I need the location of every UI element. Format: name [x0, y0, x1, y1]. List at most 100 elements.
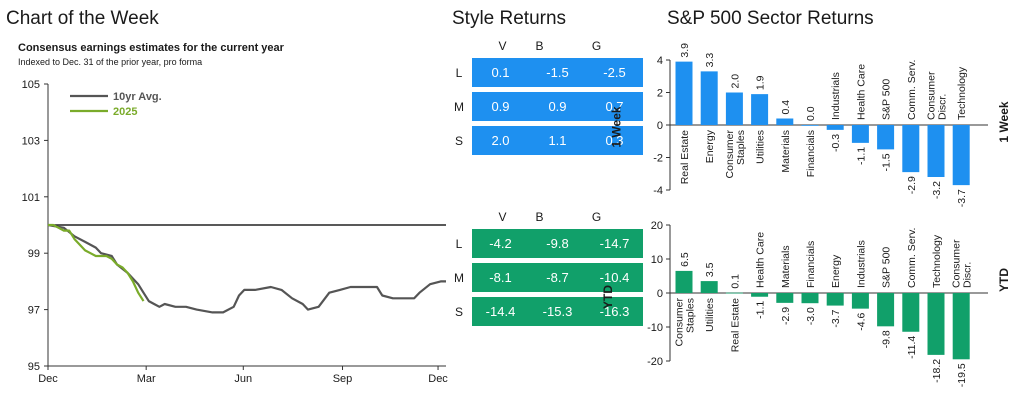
- series-line: [47, 223, 446, 314]
- sector-bar: [952, 125, 970, 186]
- style-return-cell: 0.9: [529, 92, 586, 121]
- sector-category-label: S&P 500: [881, 79, 893, 120]
- sector-y-tick-label: 0: [657, 288, 663, 300]
- sector-y-tick-label: 10: [651, 254, 663, 266]
- sector-bar: [751, 94, 769, 125]
- x-tick-label: Mar: [137, 373, 156, 385]
- sector-value-label: 0.0: [805, 106, 817, 121]
- sector-value-label: 3.9: [679, 43, 691, 58]
- sector-category-label: Consumer: [724, 129, 736, 178]
- sector-bar: [801, 293, 819, 304]
- sector-bar: [675, 270, 693, 293]
- sector-value-label: -3.7: [956, 189, 968, 207]
- sector-bar: [725, 292, 743, 294]
- sector-value-label: -3.2: [931, 181, 943, 199]
- style-return-cell: -14.4: [472, 297, 529, 326]
- legend-label: 10yr Avg.: [113, 91, 162, 103]
- sector-category-label: Financials: [805, 130, 817, 177]
- sector-bar: [851, 125, 869, 143]
- x-tick-label: Sep: [333, 373, 353, 385]
- sector-value-label: -9.8: [881, 330, 893, 348]
- sector-y-tick-label: -2: [653, 153, 663, 165]
- sector-category-label: Comm. Serv.: [906, 60, 918, 120]
- sector-value-label: 3.3: [704, 53, 716, 68]
- sector-y-tick-label: -20: [647, 356, 663, 368]
- sector-category-label: Energy: [830, 254, 842, 288]
- sector-bar: [927, 125, 945, 177]
- style-return-cell: -1.5: [529, 58, 586, 87]
- y-tick-label: 101: [22, 192, 40, 204]
- y-tick-label: 99: [28, 248, 40, 260]
- sector-category-label: Industrials: [830, 72, 842, 120]
- style-period-label: 1 Week: [609, 106, 624, 148]
- x-tick-label: Dec: [428, 373, 448, 385]
- sector-category-label: Health Care: [755, 232, 767, 288]
- style-return-cell: -4.2: [472, 229, 529, 258]
- sector-bar: [902, 125, 920, 173]
- sector-category-label: Materials: [780, 245, 792, 288]
- sector-bar: [877, 293, 895, 327]
- sector-y-tick-label: 2: [657, 88, 663, 100]
- sector-value-label: 3.5: [704, 262, 716, 277]
- style-column-header: G: [591, 210, 602, 224]
- earnings-line-chart: 95 97 99 101 103 105 Dec Mar Jun Sep Dec 10yr Avg. 2…: [22, 79, 449, 385]
- sector-bar: [700, 281, 718, 293]
- sector-y-tick-label: -4: [653, 185, 663, 197]
- sector-returns-heading: S&P 500 Sector Returns: [667, 8, 874, 29]
- style-row-header: L: [455, 66, 463, 80]
- y-tick-label: 95: [28, 361, 40, 373]
- style-column-header: B: [535, 39, 544, 53]
- style-return-cell: -16.3: [586, 297, 643, 326]
- style-period-label: YTD: [601, 285, 615, 309]
- sector-bar: [902, 293, 920, 332]
- sector-bar: [826, 293, 844, 306]
- sector-value-label: 0.1: [729, 274, 741, 289]
- sector-value-label: -3.0: [805, 307, 817, 325]
- sector-category-label: Consumer: [926, 71, 938, 120]
- sector-category-label: Real Estate: [729, 298, 741, 352]
- sector-bar: [776, 293, 794, 303]
- style-returns-heading: Style Returns: [452, 8, 567, 29]
- legend-label: 2025: [113, 106, 137, 118]
- sector-value-label: -1.1: [855, 147, 867, 165]
- style-return-cell: -10.4: [586, 263, 643, 292]
- sector-category-label: Health Care: [855, 64, 867, 120]
- y-tick-label: 97: [28, 305, 40, 317]
- style-return-cell: 0.3: [586, 126, 643, 155]
- sector-category-label: Utilities: [755, 130, 767, 164]
- sector-bar: [725, 92, 743, 125]
- sector-bar: [826, 125, 844, 130]
- sector-category-label: Consumer: [951, 239, 963, 288]
- sector-bar: [851, 293, 869, 309]
- sector-bar: [751, 293, 769, 297]
- style-row-header: L: [455, 237, 463, 251]
- style-row-header: M: [454, 271, 464, 285]
- series-line: [48, 223, 145, 302]
- sector-value-label: -4.6: [855, 312, 867, 330]
- sector-category-label: Comm. Serv.: [906, 228, 918, 288]
- sector-bar: [801, 125, 819, 126]
- style-row-header: S: [454, 134, 463, 148]
- sector-bar: [877, 125, 895, 150]
- sector-period-label: 1 Week: [997, 101, 1011, 142]
- style-return-cell: 0.7: [586, 92, 643, 121]
- chart-of-week-heading: Chart of the Week: [6, 8, 159, 29]
- sector-y-tick-label: 4: [657, 55, 663, 67]
- sector-bar: [952, 293, 970, 360]
- style-column-header: V: [498, 210, 507, 224]
- sector-value-label: -1.1: [755, 301, 767, 319]
- sector-bar: [700, 71, 718, 125]
- sector-value-label: -1.5: [881, 153, 893, 171]
- sector-bar: [927, 293, 945, 355]
- sector-category-label: Technology: [956, 66, 968, 120]
- style-column-header: G: [591, 39, 602, 53]
- sector-value-label: 2.0: [729, 74, 741, 89]
- style-row-header: M: [454, 100, 464, 114]
- sector-value-label: -11.4: [906, 336, 918, 359]
- style-return-cell: -15.3: [529, 297, 586, 326]
- sector-y-tick-label: 20: [651, 220, 663, 232]
- sector-category-label: Materials: [780, 130, 792, 173]
- sector-bar: [776, 118, 794, 125]
- style-return-cell: 0.9: [472, 92, 529, 121]
